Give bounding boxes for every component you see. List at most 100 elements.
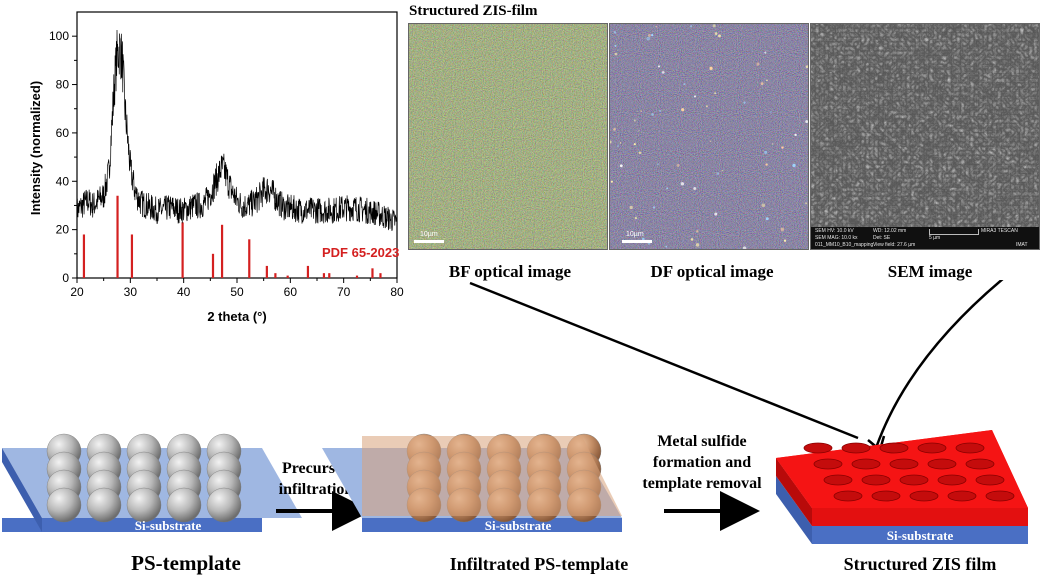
step3-substrate-label: Si-substrate xyxy=(887,528,954,543)
df-sparkle xyxy=(792,163,796,168)
df-sparkle xyxy=(765,163,768,166)
y-tick-label: 20 xyxy=(56,223,70,237)
sem-info-bar: SEM HV: 10.0 kV WD: 12.02 mm MIRA3 TESCA… xyxy=(811,227,1039,249)
df-sparkle xyxy=(619,164,623,168)
df-sparkle xyxy=(696,230,699,233)
arrow2-label-line3: template removal xyxy=(642,475,762,492)
ps-sphere xyxy=(126,487,162,523)
df-sparkle xyxy=(634,216,638,220)
plot-frame xyxy=(76,11,398,279)
zis-pore xyxy=(917,442,947,454)
df-sparkle xyxy=(805,65,808,69)
y-tick-label: 100 xyxy=(49,29,69,43)
df-sparkle xyxy=(709,140,712,143)
sem-brand: MIRA3 TESCAN xyxy=(981,228,1018,234)
df-sparkle xyxy=(756,62,760,66)
reference-label: PDF 65-2023 xyxy=(322,245,399,260)
zis-pore xyxy=(899,474,929,486)
step2-label: Infiltrated PS-template xyxy=(450,554,628,574)
sem-image: SEM HV: 10.0 kV WD: 12.02 mm MIRA3 TESCA… xyxy=(810,23,1040,250)
df-sparkle xyxy=(633,119,636,122)
df-sparkle xyxy=(658,65,660,68)
df-sparkle xyxy=(610,180,613,183)
df-optical-image xyxy=(609,23,809,250)
zis-pore xyxy=(851,458,881,470)
df-sparkle xyxy=(718,34,721,38)
zis-pore xyxy=(861,474,891,486)
df-sparkle xyxy=(638,151,642,155)
x-tick-label: 40 xyxy=(177,285,191,299)
step1-label: PS-template xyxy=(131,551,241,575)
bf-scale-label: 10µm xyxy=(420,231,438,238)
zis-pore xyxy=(813,458,843,470)
xrd-measured-line xyxy=(76,29,398,231)
sem-connector-line xyxy=(874,280,1004,449)
df-sparkle xyxy=(659,110,662,112)
df-sparkle xyxy=(619,142,622,144)
bf-connector-line xyxy=(469,281,859,440)
df-sparkle xyxy=(690,25,693,28)
bf-optical-image xyxy=(408,23,608,250)
images-title: Structured ZIS-film xyxy=(409,3,538,19)
bf-caption: BF optical image xyxy=(448,262,572,281)
y-axis-title: Intensity (normalized) xyxy=(28,81,43,215)
df-sparkle xyxy=(743,101,746,104)
df-sparkle xyxy=(780,227,785,232)
df-sparkle xyxy=(712,24,716,28)
zis-pore xyxy=(985,490,1015,502)
x-tick-label: 30 xyxy=(124,285,138,299)
y-tick-label: 0 xyxy=(62,271,69,285)
x-tick-label: 50 xyxy=(230,285,244,299)
df-sparkle xyxy=(681,108,685,112)
df-sparkle xyxy=(683,83,686,86)
df-sparkle xyxy=(617,145,619,147)
df-sparkle xyxy=(610,140,612,144)
zis-pore xyxy=(841,442,871,454)
sem-scale-bar xyxy=(929,229,979,235)
y-tick-label: 80 xyxy=(56,78,70,92)
df-sparkle xyxy=(638,130,640,132)
df-sparkle xyxy=(690,238,694,241)
df-sparkle xyxy=(633,143,636,146)
arrow2-label-line1: Metal sulfide xyxy=(657,433,746,450)
step2-substrate-label: Si-substrate xyxy=(485,518,552,533)
df-sparkle xyxy=(647,34,651,37)
ps-sphere xyxy=(86,487,122,523)
x-tick-label: 70 xyxy=(337,285,351,299)
ps-sphere xyxy=(206,487,242,523)
df-sparkle xyxy=(640,110,642,112)
zis-pore xyxy=(803,442,833,454)
zis-pore xyxy=(879,442,909,454)
x-tick-label: 60 xyxy=(284,285,298,299)
sem-det: Det: SE xyxy=(873,235,891,241)
df-sparkle xyxy=(657,163,659,166)
zis-pore xyxy=(833,490,863,502)
df-caption: DF optical image xyxy=(650,262,774,281)
df-sparkle xyxy=(783,239,787,242)
df-sparkle xyxy=(760,82,764,86)
df-sparkle xyxy=(661,71,665,74)
y-tick-label: 40 xyxy=(56,174,70,188)
step1-substrate-label: Si-substrate xyxy=(135,518,202,533)
structured-film-diagram xyxy=(776,430,1028,544)
df-sparkle xyxy=(805,120,808,124)
df-sparkle xyxy=(714,92,717,95)
sem-mag: SEM MAG: 10.0 kx xyxy=(815,235,858,241)
df-sparkle xyxy=(764,51,767,54)
df-sparkle xyxy=(613,128,616,131)
df-sparkle xyxy=(676,163,680,167)
zis-pore xyxy=(965,458,995,470)
df-sparkle xyxy=(716,172,720,175)
zis-pore xyxy=(909,490,939,502)
df-sparkle xyxy=(714,32,718,35)
zis-pore xyxy=(937,474,967,486)
df-sparkle xyxy=(765,217,769,221)
zis-pore xyxy=(927,458,957,470)
zis-pore xyxy=(871,490,901,502)
sem-hv: SEM HV: 10.0 kV xyxy=(815,228,854,234)
df-sparkle xyxy=(614,52,618,56)
df-sparkle xyxy=(693,95,697,98)
arrow2-label-line2: formation and xyxy=(653,454,751,471)
df-sparkle xyxy=(651,33,654,37)
df-sparkle xyxy=(770,111,772,113)
